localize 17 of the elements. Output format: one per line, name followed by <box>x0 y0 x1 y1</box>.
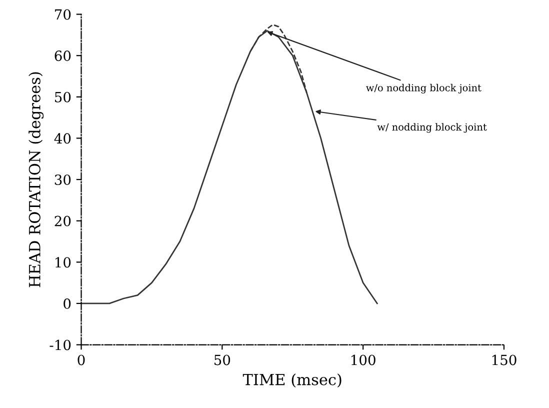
annotation: w/o nodding block joint <box>366 84 482 94</box>
annotation: w/ nodding block joint <box>377 123 487 133</box>
y-axis-title: HEAD ROTATION (degrees) <box>28 72 44 288</box>
y-tick-label: -10 <box>50 340 71 350</box>
y-tick-label: 30 <box>54 174 71 185</box>
y-tick-label: 70 <box>55 9 71 20</box>
x-tick-label: 0 <box>78 354 85 366</box>
y-tick-label: 60 <box>54 50 71 62</box>
y-tick-label: 0 <box>64 298 71 309</box>
x-tick-label: 150 <box>492 354 516 366</box>
y-tick-label: 50 <box>55 92 71 102</box>
y-tick-label: 10 <box>56 257 71 268</box>
x-tick-label: 100 <box>352 354 376 366</box>
y-tick-label: 20 <box>54 216 71 226</box>
x-tick-label: 50 <box>214 354 230 366</box>
y-tick-label: 40 <box>54 133 71 144</box>
x-axis-title: TIME (msec) <box>242 373 342 388</box>
